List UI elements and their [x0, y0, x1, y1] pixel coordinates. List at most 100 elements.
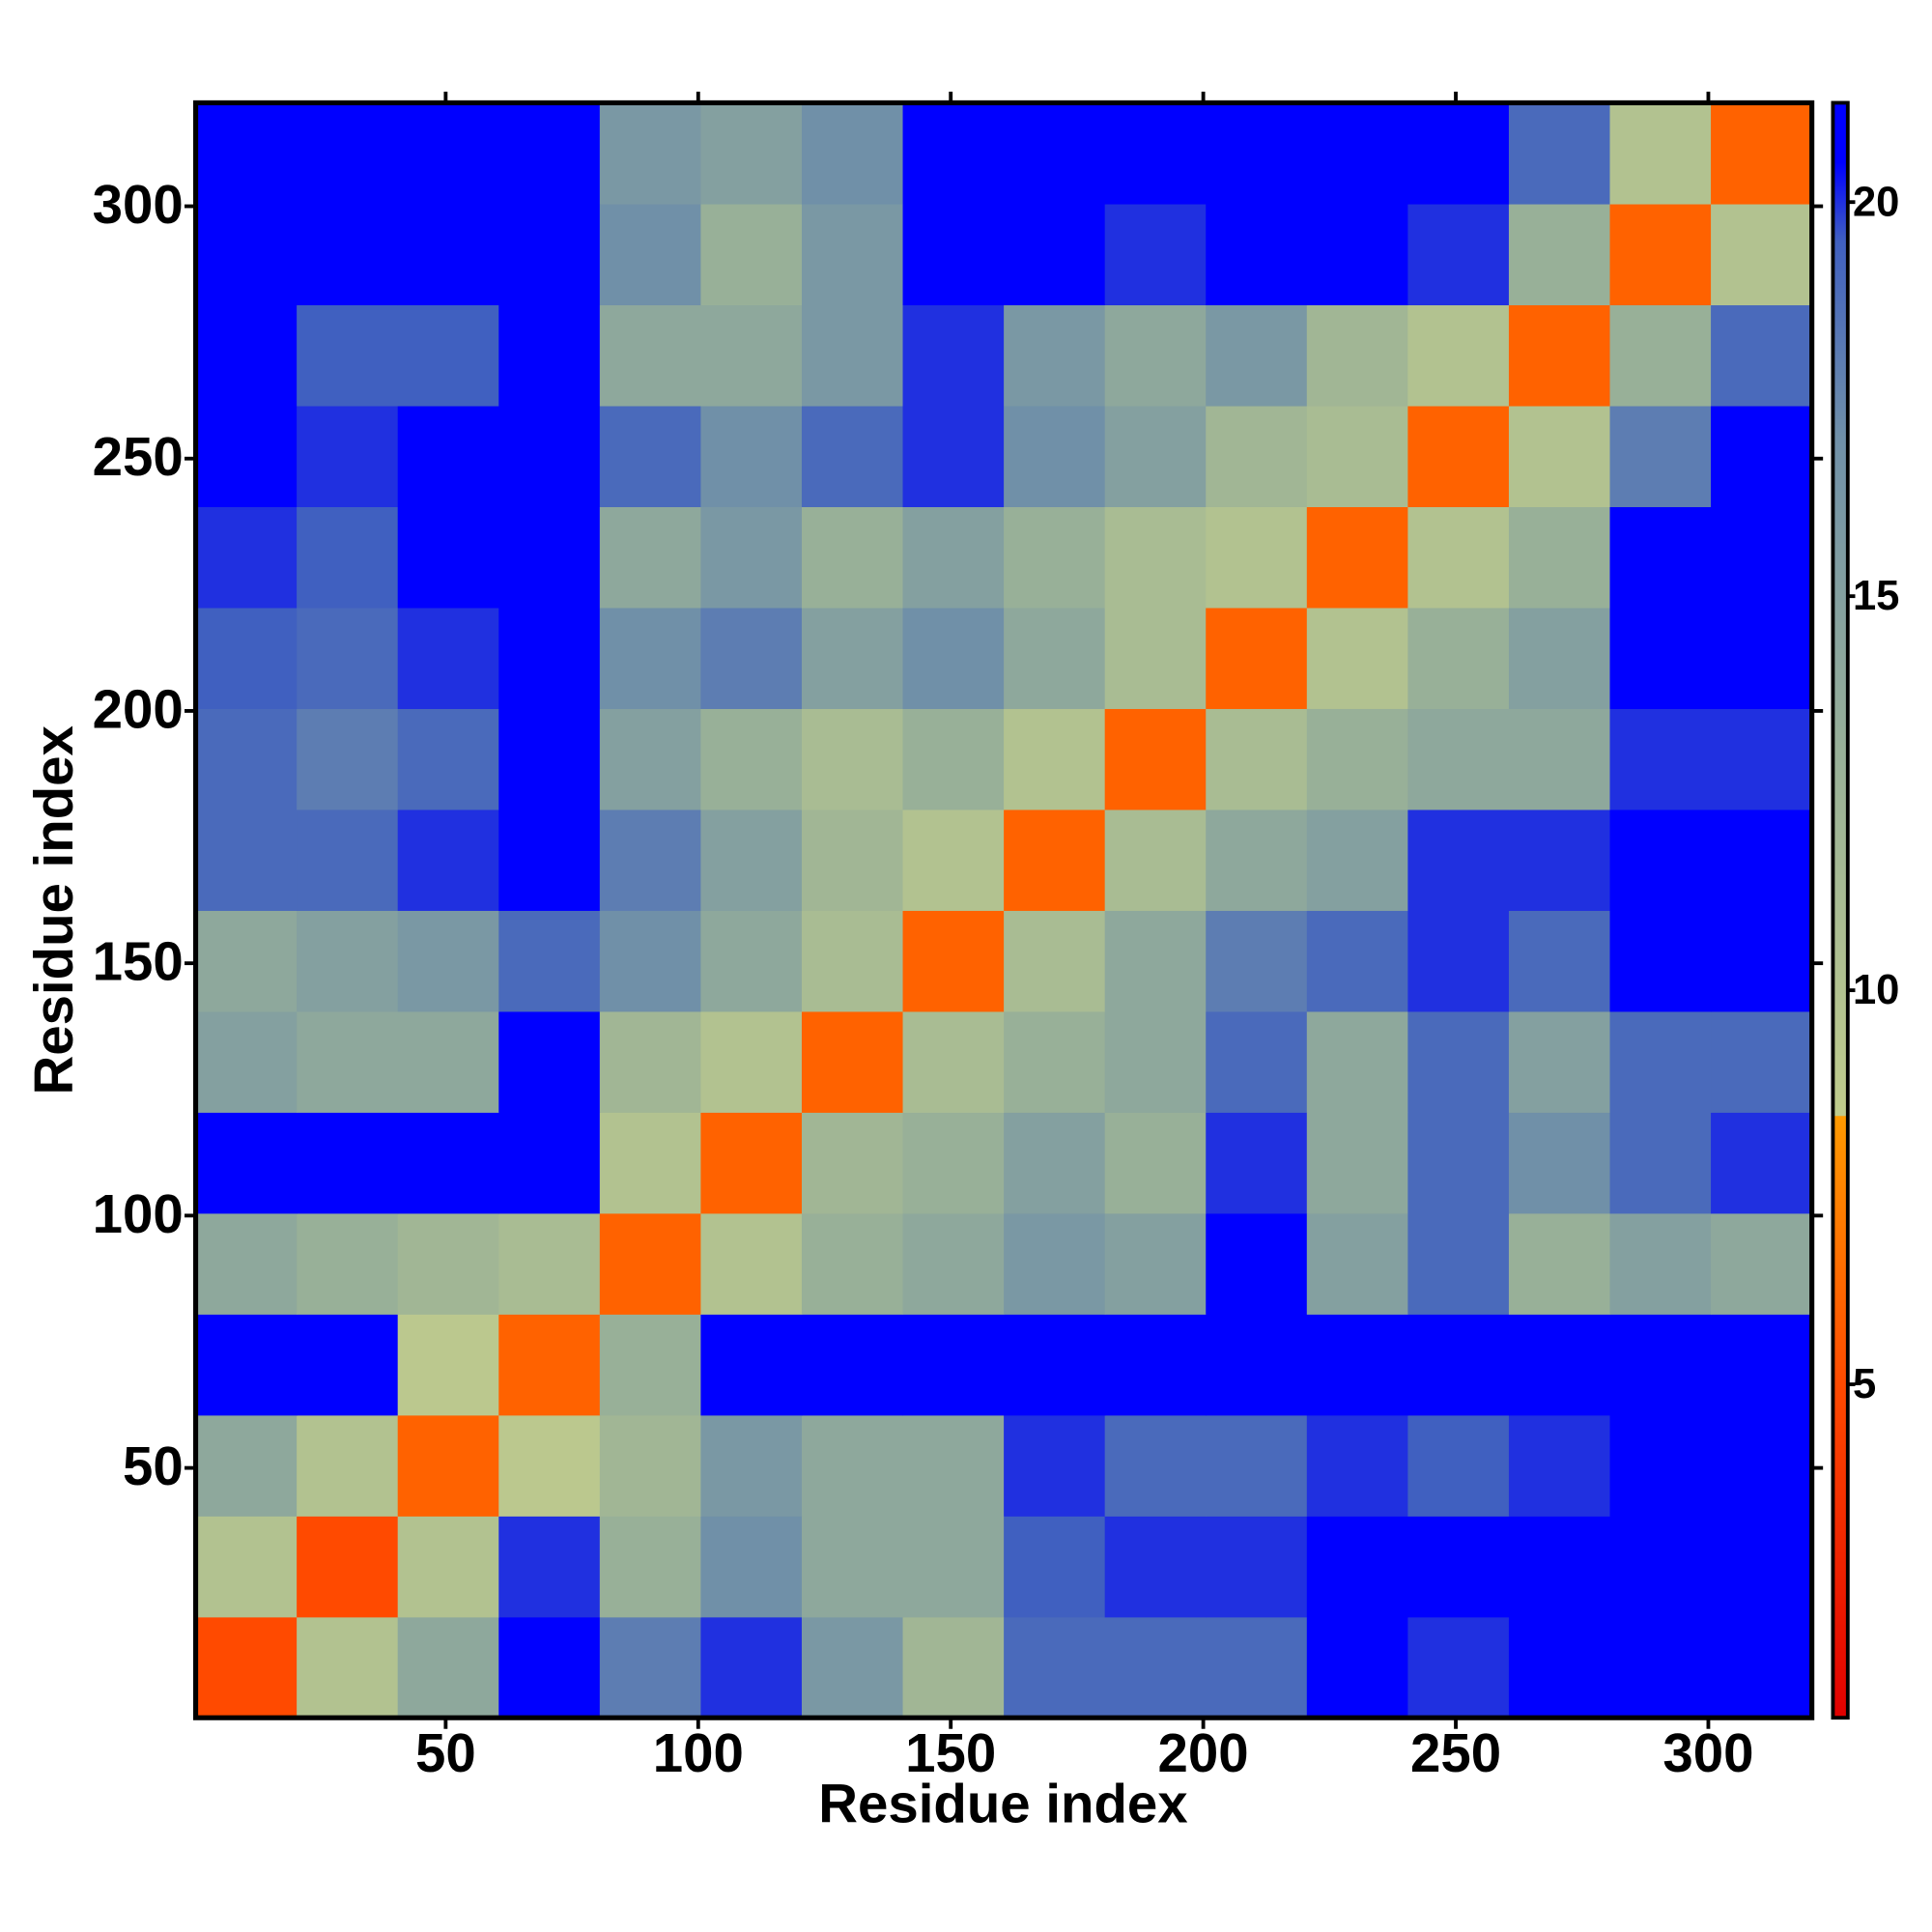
- heatmap-cell: [1104, 708, 1207, 810]
- heatmap-cell: [1306, 1616, 1409, 1719]
- heatmap-cell: [1609, 1112, 1712, 1214]
- heatmap-cell: [195, 304, 298, 407]
- heatmap-cell: [1711, 1516, 1813, 1618]
- heatmap-cell: [902, 102, 1005, 205]
- heatmap-cell: [1609, 304, 1712, 407]
- heatmap-cell: [397, 809, 499, 911]
- heatmap-cell: [1104, 203, 1207, 306]
- heatmap-cell: [801, 1112, 904, 1214]
- heatmap-cell: [397, 1516, 499, 1618]
- heatmap-cell: [801, 1314, 904, 1416]
- heatmap-cell: [195, 607, 298, 709]
- heatmap-cell: [195, 506, 298, 609]
- heatmap-cell: [902, 405, 1005, 507]
- heatmap-cell: [801, 506, 904, 609]
- heatmap-cell: [1104, 506, 1207, 609]
- heatmap-cell: [700, 1212, 803, 1315]
- heatmap-cell: [1609, 708, 1712, 810]
- heatmap-cell: [397, 304, 499, 407]
- heatmap-cell: [1306, 1516, 1409, 1618]
- heatmap-cell: [1004, 102, 1106, 205]
- x-tick-label: 150: [905, 1722, 996, 1783]
- heatmap-cell: [801, 1010, 904, 1113]
- heatmap-cell: [599, 304, 702, 407]
- heatmap-cell: [498, 1414, 601, 1517]
- heatmap-cell: [498, 809, 601, 911]
- heatmap-cell: [397, 1212, 499, 1315]
- heatmap-cell: [297, 102, 399, 205]
- heatmap-cell: [700, 1010, 803, 1113]
- heatmap-cell: [801, 203, 904, 306]
- heatmap-cell: [1004, 506, 1106, 609]
- heatmap-cell: [498, 607, 601, 709]
- heatmap-cell: [1004, 405, 1106, 507]
- heatmap-cell: [1711, 102, 1813, 205]
- heatmap-cell: [599, 1616, 702, 1719]
- heatmap-cell: [1206, 203, 1308, 306]
- heatmap-cell: [599, 405, 702, 507]
- heatmap-cell: [1104, 1314, 1207, 1416]
- heatmap-cell: [801, 708, 904, 810]
- heatmap-cell: [1206, 1414, 1308, 1517]
- heatmap-cell: [801, 1516, 904, 1618]
- heatmap-cell: [902, 203, 1005, 306]
- heatmap-cell: [902, 809, 1005, 911]
- heatmap-cell: [397, 1010, 499, 1113]
- heatmap-cell: [1206, 1314, 1308, 1416]
- heatmap-cell: [599, 1414, 702, 1517]
- heatmap-cell: [1508, 809, 1611, 911]
- heatmap-cell: [397, 405, 499, 507]
- heatmap-cell: [195, 203, 298, 306]
- heatmap-cell: [801, 607, 904, 709]
- heatmap-cell: [1508, 1010, 1611, 1113]
- heatmap-cell: [700, 405, 803, 507]
- heatmap-cell: [1306, 1212, 1409, 1315]
- heatmap-cell: [599, 1010, 702, 1113]
- heatmap-cell: [498, 910, 601, 1012]
- heatmap-cell: [1407, 102, 1510, 205]
- heatmap-cell: [700, 607, 803, 709]
- heatmap-cell: [397, 708, 499, 810]
- heatmap-cell: [1711, 1616, 1813, 1719]
- heatmap-cell: [1004, 1616, 1106, 1719]
- heatmap-cell: [297, 1516, 399, 1618]
- heatmap-cell: [1711, 708, 1813, 810]
- heatmap-cell: [1508, 910, 1611, 1012]
- y-tick-label: 150: [93, 931, 184, 992]
- colorbar-tick-label: 10: [1853, 967, 1899, 1013]
- heatmap-cell: [801, 1414, 904, 1517]
- heatmap-cell: [1104, 1212, 1207, 1315]
- heatmap-cell: [1206, 102, 1308, 205]
- heatmap-cell: [1711, 1212, 1813, 1315]
- heatmap-cell: [700, 102, 803, 205]
- heatmap-cell: [498, 1616, 601, 1719]
- heatmap-cell: [902, 1112, 1005, 1214]
- heatmap-cell: [700, 1112, 803, 1214]
- heatmap-cell: [1609, 607, 1712, 709]
- heatmap-cell: [1206, 1616, 1308, 1719]
- heatmap-cell: [297, 1616, 399, 1719]
- x-tick-label: 50: [415, 1722, 476, 1783]
- heatmap-cell: [195, 1414, 298, 1517]
- heatmap-cell: [1004, 708, 1106, 810]
- heatmap-cell: [1711, 910, 1813, 1012]
- heatmap-cell: [1407, 607, 1510, 709]
- heatmap-cell: [1004, 1314, 1106, 1416]
- heatmap-cell: [902, 1314, 1005, 1416]
- heatmap-cell: [1609, 405, 1712, 507]
- heatmap-cell: [1004, 1010, 1106, 1113]
- heatmap-cell: [195, 405, 298, 507]
- heatmap-cell: [1609, 1414, 1712, 1517]
- y-tick-label: 50: [123, 1435, 184, 1496]
- heatmap-cell: [902, 1414, 1005, 1517]
- heatmap-cell: [1508, 708, 1611, 810]
- heatmap-cell: [498, 203, 601, 306]
- heatmap-cell: [700, 1516, 803, 1618]
- heatmap-cell: [498, 1516, 601, 1618]
- heatmap-cell: [1306, 1010, 1409, 1113]
- heatmap-cell: [1004, 1414, 1106, 1517]
- y-axis-label: Residue index: [23, 725, 84, 1094]
- heatmap-cell: [1004, 1112, 1106, 1214]
- y-tick-label: 200: [93, 678, 184, 739]
